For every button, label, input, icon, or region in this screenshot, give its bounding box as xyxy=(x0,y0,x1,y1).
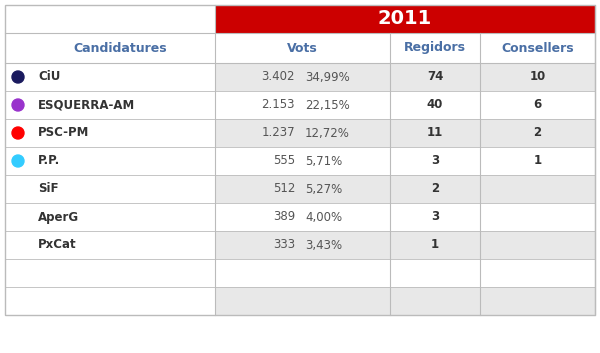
Text: 3,43%: 3,43% xyxy=(305,239,342,251)
Text: 333: 333 xyxy=(273,239,295,251)
Text: 34,99%: 34,99% xyxy=(305,71,350,84)
Bar xyxy=(215,175,595,203)
Bar xyxy=(215,287,595,315)
Text: Vots: Vots xyxy=(287,42,318,54)
Bar xyxy=(215,231,595,259)
Text: PSC-PM: PSC-PM xyxy=(38,126,89,139)
Text: P.P.: P.P. xyxy=(38,155,60,168)
Circle shape xyxy=(12,71,24,83)
Bar xyxy=(215,63,595,91)
Text: 1.237: 1.237 xyxy=(262,126,295,139)
Text: 3: 3 xyxy=(431,155,439,168)
Text: 389: 389 xyxy=(273,210,295,223)
Bar xyxy=(215,203,595,231)
Text: 1: 1 xyxy=(533,155,542,168)
Text: 2: 2 xyxy=(431,183,439,196)
Bar xyxy=(215,5,595,33)
Circle shape xyxy=(12,99,24,111)
Bar xyxy=(215,259,595,287)
Text: 5,71%: 5,71% xyxy=(305,155,342,168)
Text: 74: 74 xyxy=(427,71,443,84)
Text: 1: 1 xyxy=(431,239,439,251)
Bar xyxy=(215,119,595,147)
Text: 2: 2 xyxy=(533,126,542,139)
Text: 2.153: 2.153 xyxy=(262,98,295,112)
Text: 3.402: 3.402 xyxy=(262,71,295,84)
Bar xyxy=(215,147,595,175)
Text: 6: 6 xyxy=(533,98,542,112)
Text: AperG: AperG xyxy=(38,210,79,223)
Text: 22,15%: 22,15% xyxy=(305,98,350,112)
Text: Candidatures: Candidatures xyxy=(73,42,167,54)
Text: 5,27%: 5,27% xyxy=(305,183,342,196)
Text: Consellers: Consellers xyxy=(501,42,574,54)
Text: 40: 40 xyxy=(427,98,443,112)
Circle shape xyxy=(12,155,24,167)
Text: ESQUERRA-AM: ESQUERRA-AM xyxy=(38,98,135,112)
Text: 11: 11 xyxy=(427,126,443,139)
Text: PxCat: PxCat xyxy=(38,239,77,251)
Text: 10: 10 xyxy=(529,71,545,84)
Text: 555: 555 xyxy=(273,155,295,168)
Text: 3: 3 xyxy=(431,210,439,223)
Bar xyxy=(215,91,595,119)
Text: 2011: 2011 xyxy=(378,10,432,29)
Bar xyxy=(5,5,595,315)
Text: 12,72%: 12,72% xyxy=(305,126,350,139)
Circle shape xyxy=(12,127,24,139)
Text: 512: 512 xyxy=(272,183,295,196)
Text: Regidors: Regidors xyxy=(404,42,466,54)
Text: 4,00%: 4,00% xyxy=(305,210,342,223)
Text: CiU: CiU xyxy=(38,71,61,84)
Text: SiF: SiF xyxy=(38,183,59,196)
